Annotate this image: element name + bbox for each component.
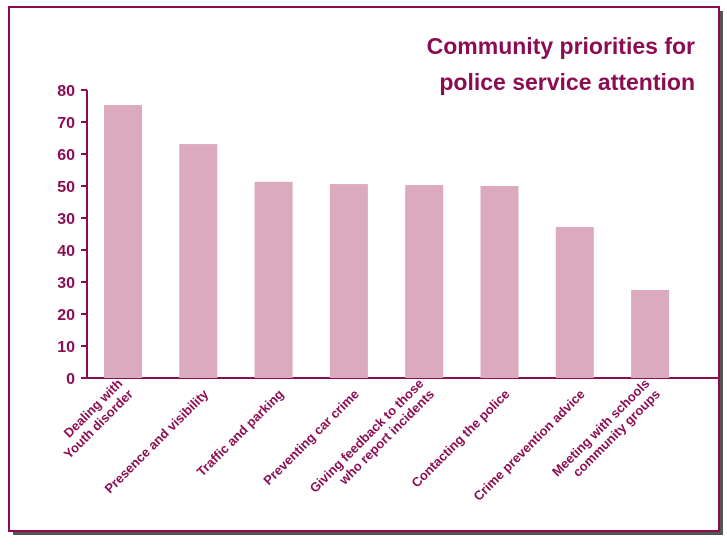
- y-tick-label: 70: [57, 115, 75, 132]
- bar: [631, 290, 670, 378]
- y-tick-label: 20: [57, 307, 75, 324]
- bar: [104, 105, 142, 378]
- bar: [480, 186, 519, 378]
- y-tick-label: 30: [57, 211, 75, 228]
- chart-title: Community priorities for: [427, 33, 695, 59]
- y-tick-label: 50: [57, 179, 75, 196]
- bar: [254, 181, 293, 378]
- chart-title: police service attention: [439, 69, 695, 95]
- bar: [179, 144, 218, 378]
- y-tick-label: 10: [57, 339, 75, 356]
- y-tick-label: 60: [57, 147, 75, 164]
- bar: [329, 184, 368, 378]
- y-tick-label: 80: [57, 83, 75, 100]
- bar: [555, 226, 594, 378]
- bar: [405, 185, 444, 378]
- y-tick-label: 0: [66, 371, 75, 388]
- y-tick-label: 30: [57, 275, 75, 292]
- y-tick-label: 40: [57, 243, 75, 260]
